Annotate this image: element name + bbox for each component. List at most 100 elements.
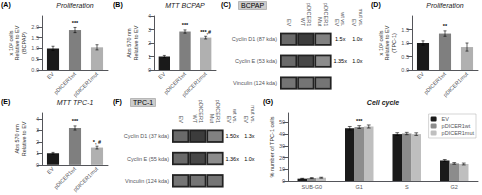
svg-text:TPC-1: TPC-1 [133, 99, 153, 106]
svg-text:(E): (E) [1, 98, 10, 106]
svg-text:EV: EV [351, 19, 357, 27]
svg-text:EV: EV [334, 19, 340, 27]
svg-text:pDICER1mut: pDICER1mut [181, 71, 208, 98]
svg-text:EV: EV [46, 71, 56, 81]
svg-text:EV: EV [178, 116, 184, 124]
svg-text:1.0x: 1.0x [352, 36, 363, 42]
svg-text:Mut: Mut [209, 114, 215, 124]
svg-text:1.0: 1.0 [31, 45, 39, 51]
svg-text:EV: EV [243, 116, 249, 124]
svg-text:Relative to EV: Relative to EV [21, 121, 27, 156]
svg-text:Cyclin E (53 kda): Cyclin E (53 kda) [235, 58, 277, 64]
svg-text:2.0: 2.0 [31, 24, 39, 30]
svg-text:(TPC-1): (TPC-1) [391, 33, 397, 53]
svg-text:Cyclin D1 (37 kda): Cyclin D1 (37 kda) [124, 133, 169, 139]
svg-text:Proliferation: Proliferation [56, 2, 93, 9]
svg-text:S: S [405, 184, 409, 190]
svg-text:1: 1 [36, 150, 39, 156]
svg-text:0: 0 [36, 162, 39, 168]
svg-text:0.0: 0.0 [31, 67, 39, 73]
svg-text:20: 20 [279, 155, 285, 161]
svg-text:0: 0 [148, 67, 151, 73]
svg-text:1.50x: 1.50x [225, 133, 239, 139]
svg-text:mut vs.: mut vs. [250, 105, 256, 123]
svg-text:40: 40 [279, 131, 285, 137]
svg-text:pDICER1: pDICER1 [215, 100, 221, 123]
svg-text:***: *** [72, 20, 79, 26]
svg-text:1.5: 1.5 [401, 27, 409, 33]
svg-text:50: 50 [279, 119, 285, 125]
svg-text:***: *** [356, 118, 363, 124]
svg-text:(BCPAP): (BCPAP) [21, 32, 27, 54]
svg-text:pDICER1: pDICER1 [306, 3, 312, 26]
svg-text:pDICER1: pDICER1 [198, 100, 204, 123]
svg-text:0.5: 0.5 [31, 56, 39, 62]
svg-text:Abs 570 nm: Abs 570 nm [126, 28, 132, 58]
svg-text:x 10² cells: x 10² cells [378, 30, 384, 55]
svg-text:wt vs.: wt vs. [340, 11, 346, 27]
svg-text:3: 3 [148, 27, 151, 33]
svg-text:Mut: Mut [317, 17, 323, 27]
svg-text:(D): (D) [371, 1, 381, 9]
svg-text:***,#: ***,# [200, 29, 211, 35]
svg-text:***: *** [182, 22, 189, 28]
svg-text:***: *** [72, 118, 79, 124]
svg-text:0: 0 [282, 178, 285, 184]
svg-text:1.5x: 1.5x [335, 36, 346, 42]
svg-text:EV: EV [416, 71, 426, 81]
svg-text:EV: EV [226, 116, 232, 124]
svg-text:Cyclin E (55 kda): Cyclin E (55 kda) [127, 156, 169, 162]
svg-text:Abs 570 nm: Abs 570 nm [14, 124, 20, 154]
svg-text:(G): (G) [263, 98, 273, 106]
svg-text:MTT TPC-1: MTT TPC-1 [57, 99, 94, 106]
svg-text:Vinculin (124 kda): Vinculin (124 kda) [125, 178, 169, 184]
svg-text:1.3x: 1.3x [244, 133, 255, 139]
svg-text:EV: EV [286, 19, 292, 27]
svg-text:Cyclin D1 (87 kda): Cyclin D1 (87 kda) [232, 36, 277, 42]
svg-text:**: ** [443, 23, 448, 29]
svg-text:x 10² cells: x 10² cells [8, 30, 14, 55]
svg-text:1.35x: 1.35x [333, 58, 347, 64]
svg-text:Relative to EV: Relative to EV [384, 25, 390, 60]
svg-text:0.5: 0.5 [401, 54, 409, 60]
svg-text:1.5: 1.5 [31, 35, 39, 41]
svg-text:pDICER1mut: pDICER1mut [442, 130, 475, 136]
svg-text:3: 3 [36, 127, 39, 133]
svg-text:Vinculin (124 kda): Vinculin (124 kda) [233, 80, 277, 86]
svg-text:2: 2 [148, 40, 151, 46]
svg-text:Cell cycle: Cell cycle [367, 99, 399, 107]
svg-text:pDICER1mut: pDICER1mut [72, 71, 99, 98]
svg-text:1.0: 1.0 [401, 40, 409, 46]
svg-text:0.0: 0.0 [401, 67, 409, 73]
svg-text:30: 30 [279, 143, 285, 149]
svg-text:10: 10 [279, 166, 285, 172]
svg-text:SUB-G0: SUB-G0 [302, 184, 322, 190]
svg-text:mut vs.: mut vs. [358, 8, 364, 26]
svg-text:WT: WT [300, 18, 306, 27]
svg-text:BCPAP: BCPAP [241, 2, 265, 9]
svg-text:2: 2 [36, 139, 39, 145]
svg-text:G2: G2 [451, 184, 458, 190]
svg-text:MTT BCPAP: MTT BCPAP [165, 2, 205, 9]
svg-text:WT: WT [192, 114, 198, 123]
svg-text:4: 4 [148, 13, 151, 19]
svg-text:pDICER1mut: pDICER1mut [442, 71, 469, 98]
svg-text:EV: EV [157, 71, 167, 81]
svg-text:(A): (A) [1, 1, 11, 9]
svg-text:4: 4 [36, 116, 39, 122]
svg-text:(C): (C) [221, 1, 231, 9]
svg-text:*, #: *, # [93, 139, 101, 145]
svg-text:1.0x: 1.0x [352, 58, 363, 64]
svg-text:pDICER1wt: pDICER1wt [442, 123, 471, 129]
svg-text:EV: EV [46, 165, 56, 175]
svg-text:pDICER1: pDICER1 [323, 3, 329, 26]
svg-text:1.36x: 1.36x [225, 156, 239, 162]
svg-text:Proliferation: Proliferation [426, 2, 463, 9]
svg-text:(B): (B) [113, 1, 123, 9]
svg-text:(F): (F) [113, 98, 122, 106]
svg-text:1: 1 [148, 54, 151, 60]
svg-text:EV: EV [442, 116, 450, 122]
svg-text:% number of TPC-1 cells: % number of TPC-1 cells [269, 116, 275, 177]
svg-text:pDICER1mut: pDICER1mut [72, 165, 99, 192]
svg-text:G1: G1 [356, 184, 363, 190]
